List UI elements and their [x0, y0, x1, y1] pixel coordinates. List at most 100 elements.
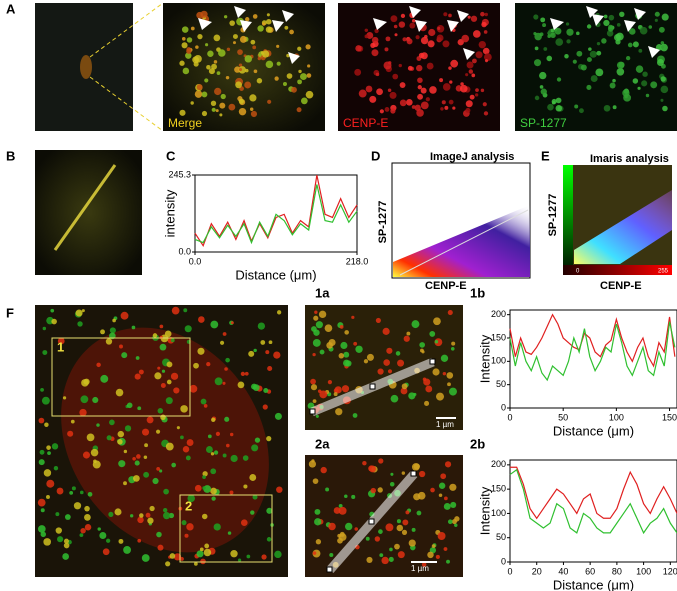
cell-spot [249, 474, 257, 481]
cell-spot [39, 449, 45, 455]
cell-spot [249, 107, 254, 111]
cell-spot [539, 85, 544, 89]
cell-spot [384, 107, 390, 112]
cell-spot [440, 354, 449, 362]
cell-spot [451, 341, 456, 346]
cell-spot [385, 36, 391, 42]
cell-spot [550, 32, 556, 38]
cell-spot [326, 342, 333, 349]
cell-spot [126, 402, 133, 409]
cell-spot [400, 13, 406, 18]
cell-spot [173, 387, 180, 394]
cell-spot [232, 34, 238, 40]
cell-spot [475, 88, 479, 92]
cell-spot [428, 28, 436, 37]
cell-spot [438, 493, 443, 498]
cell-spot [156, 531, 162, 538]
cell-spot [478, 40, 487, 49]
cell-spot [450, 346, 455, 351]
cell-spot [284, 25, 289, 30]
cell-spot [378, 458, 384, 464]
cell-spot [41, 396, 50, 405]
cell-spot [112, 318, 116, 323]
scatter-density [393, 205, 530, 277]
cell-spot [274, 550, 282, 559]
cell-spot [353, 341, 358, 346]
cell-spot [338, 533, 347, 541]
cell-spot [84, 524, 92, 531]
cell-spot [447, 382, 451, 387]
cell-spot [250, 510, 255, 515]
caption: Merge [168, 116, 202, 130]
cell-spot [442, 83, 451, 91]
x-tick-label: 0 [507, 412, 512, 422]
cell-spot [202, 471, 208, 477]
cell-spot [203, 404, 208, 408]
cell-spot [450, 501, 457, 508]
cell-spot [84, 505, 90, 512]
cell-spot [207, 50, 214, 57]
cell-spot [173, 553, 182, 561]
cell-spot [225, 443, 230, 448]
cell-spot [56, 487, 64, 495]
cell-spot [555, 38, 564, 46]
cell-spot [546, 55, 553, 62]
cell-spot [427, 40, 435, 48]
cell-spot [483, 30, 488, 34]
cell-spot [286, 73, 293, 79]
cell-spot [442, 40, 450, 48]
cell-spot [399, 82, 406, 88]
cell-spot [436, 34, 444, 42]
cell-spot [201, 110, 208, 117]
cell-spot [409, 22, 416, 29]
cell-spot [614, 34, 621, 41]
cell-spot [566, 39, 571, 44]
cell-spot [215, 431, 221, 436]
panel-label: B [6, 148, 15, 163]
cell-spot [300, 97, 308, 105]
cell-spot [622, 89, 630, 97]
cell-spot [144, 443, 149, 448]
cell-spot [390, 394, 399, 403]
cell-spot [662, 105, 668, 112]
cell-spot [265, 350, 270, 355]
cell-spot [363, 359, 369, 364]
cell-spot [447, 519, 453, 525]
cell-spot [405, 510, 410, 515]
cell-spot [170, 372, 179, 380]
cell-spot [282, 81, 287, 87]
cell-spot [43, 538, 52, 546]
cell-spot [441, 100, 446, 105]
region-box [51, 337, 191, 417]
cell-spot [468, 69, 474, 74]
cell-spot [84, 514, 91, 521]
cell-spot [590, 75, 598, 83]
cell-spot [171, 462, 177, 468]
cell-spot [660, 76, 666, 82]
cell-spot [273, 351, 281, 359]
cell-spot [443, 12, 448, 17]
cell-spot [436, 392, 445, 401]
cell-spot [157, 408, 164, 414]
y-tick-label: 100 [491, 508, 506, 518]
cell-spot [394, 543, 400, 550]
cell-spot [397, 551, 405, 559]
cell-spot [431, 544, 436, 549]
cell-spot [265, 26, 273, 33]
x-tick-label: 60 [585, 566, 595, 576]
cell-spot [160, 382, 166, 388]
cell-spot [261, 554, 267, 560]
cell-spot [397, 359, 405, 367]
cell-spot [467, 15, 471, 19]
cell-spot [225, 75, 230, 80]
cell-spot [481, 21, 487, 28]
cell-spot [117, 430, 125, 438]
cell-spot [660, 45, 664, 49]
cell-spot [183, 308, 188, 313]
cell-spot [470, 15, 478, 22]
cell-spot [46, 479, 55, 488]
cell-spot [197, 347, 205, 355]
cell-spot [252, 45, 257, 50]
cell-spot [187, 494, 195, 503]
cell-spot [420, 101, 429, 110]
